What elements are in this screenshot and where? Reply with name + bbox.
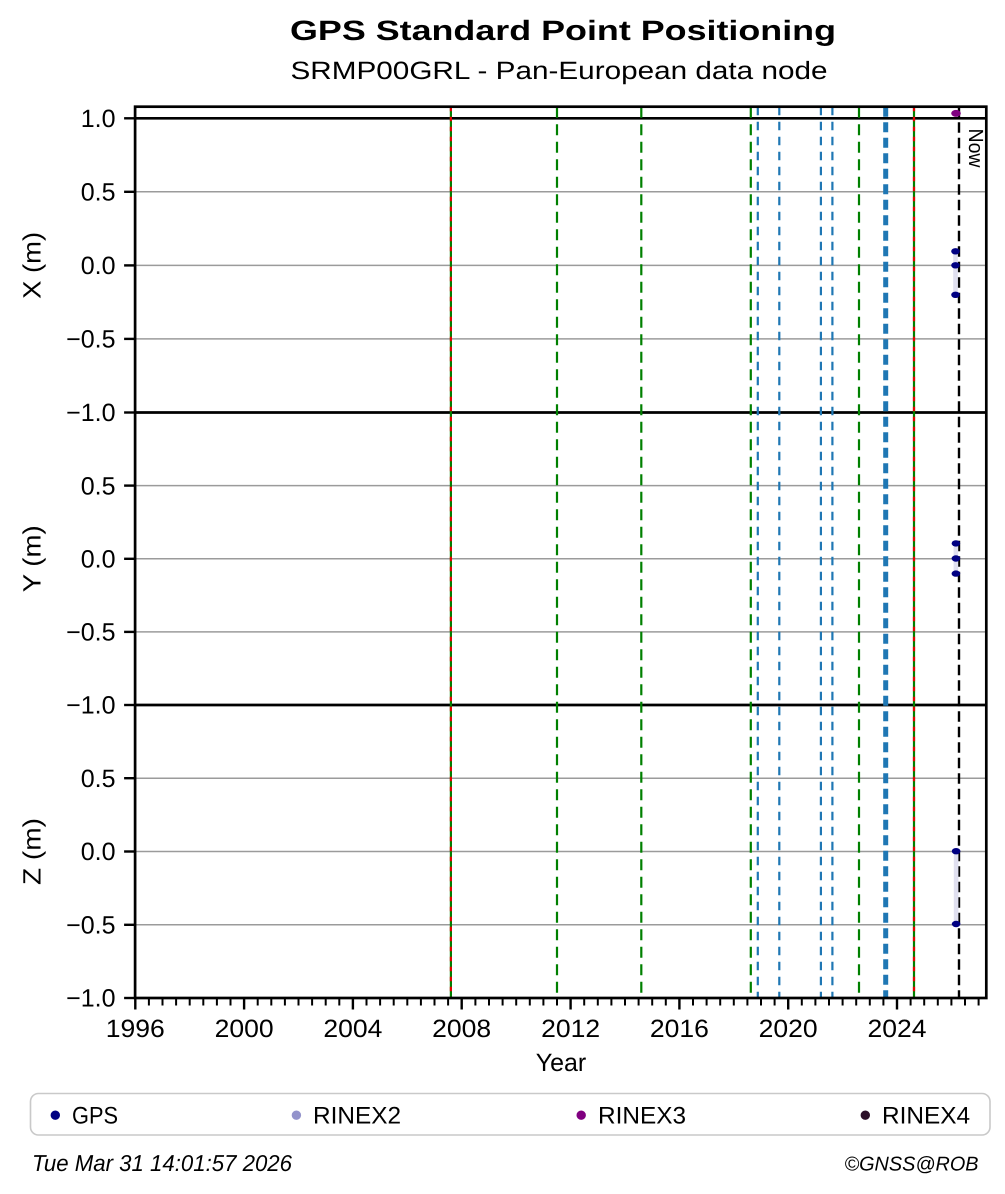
svg-text:2008: 2008 bbox=[432, 1015, 491, 1043]
svg-text:−0.5: −0.5 bbox=[66, 326, 115, 354]
svg-text:2000: 2000 bbox=[215, 1015, 274, 1043]
svg-text:0.0: 0.0 bbox=[81, 838, 116, 866]
svg-text:RINEX2: RINEX2 bbox=[313, 1103, 401, 1130]
svg-text:©GNSS@ROB: ©GNSS@ROB bbox=[845, 1154, 979, 1176]
svg-text:Z (m): Z (m) bbox=[19, 818, 47, 885]
svg-text:0.5: 0.5 bbox=[81, 765, 116, 793]
svg-text:GPS Standard Point Positioning: GPS Standard Point Positioning bbox=[290, 15, 836, 46]
svg-text:RINEX3: RINEX3 bbox=[598, 1103, 686, 1130]
svg-text:GPS: GPS bbox=[72, 1103, 118, 1130]
svg-text:2004: 2004 bbox=[323, 1015, 382, 1043]
svg-text:SRMP00GRL - Pan-European data: SRMP00GRL - Pan-European data node bbox=[291, 57, 828, 85]
svg-text:0.5: 0.5 bbox=[81, 179, 116, 207]
svg-text:Now: Now bbox=[964, 129, 987, 168]
svg-text:X (m): X (m) bbox=[19, 232, 47, 299]
svg-text:Y (m): Y (m) bbox=[19, 525, 47, 592]
svg-text:1.0: 1.0 bbox=[81, 105, 116, 133]
svg-text:Year: Year bbox=[536, 1049, 587, 1077]
svg-text:2024: 2024 bbox=[868, 1015, 927, 1043]
svg-text:−1.0: −1.0 bbox=[66, 692, 115, 720]
svg-text:−1.0: −1.0 bbox=[66, 399, 115, 427]
svg-text:−0.5: −0.5 bbox=[66, 619, 115, 647]
svg-text:−1.0: −1.0 bbox=[66, 985, 115, 1013]
svg-text:2016: 2016 bbox=[650, 1015, 709, 1043]
svg-text:2012: 2012 bbox=[541, 1015, 600, 1043]
svg-text:RINEX4: RINEX4 bbox=[882, 1103, 970, 1130]
svg-text:0.0: 0.0 bbox=[81, 252, 116, 280]
svg-text:2020: 2020 bbox=[759, 1015, 818, 1043]
svg-text:1996: 1996 bbox=[106, 1015, 165, 1043]
svg-text:0.0: 0.0 bbox=[81, 546, 116, 574]
svg-text:0.5: 0.5 bbox=[81, 472, 116, 500]
svg-text:−0.5: −0.5 bbox=[66, 912, 115, 940]
svg-text:Tue Mar 31 14:01:57 2026: Tue Mar 31 14:01:57 2026 bbox=[32, 1150, 292, 1176]
